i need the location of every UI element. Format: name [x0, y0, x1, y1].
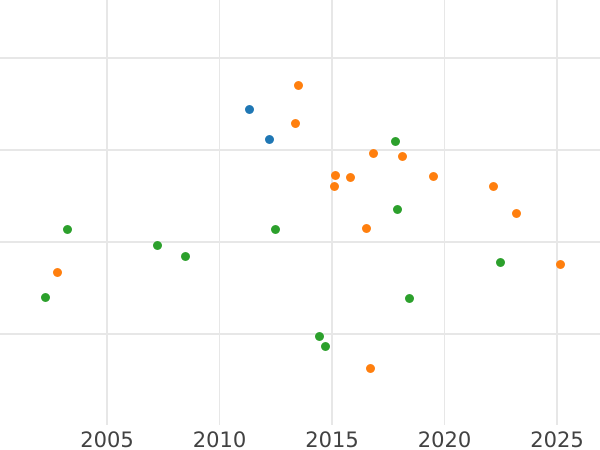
data-point-green	[404, 293, 414, 303]
data-point-orange	[488, 181, 498, 191]
data-point-orange	[293, 80, 303, 90]
vertical-gridline	[106, 0, 108, 425]
horizontal-gridline	[0, 57, 600, 59]
vertical-gridline	[556, 0, 558, 425]
x-tick-label: 2020	[417, 428, 472, 450]
data-point-orange	[368, 148, 378, 158]
data-point-orange	[52, 267, 62, 277]
x-tick-label: 2005	[80, 428, 134, 450]
plot-area	[0, 0, 600, 425]
data-point-green	[270, 224, 280, 234]
data-point-orange	[330, 170, 340, 180]
data-point-orange	[511, 208, 521, 218]
vertical-gridline	[331, 0, 333, 425]
data-point-orange	[290, 118, 300, 128]
data-point-orange	[361, 223, 371, 233]
x-tick-label: 2025	[530, 428, 584, 450]
data-point-green	[180, 251, 190, 261]
vertical-gridline	[218, 0, 221, 425]
data-point-orange	[555, 259, 565, 269]
data-point-blue	[244, 104, 254, 114]
data-point-green	[314, 331, 324, 341]
data-point-green	[495, 257, 505, 267]
data-point-blue	[264, 134, 274, 144]
data-point-green	[392, 204, 402, 214]
horizontal-gridline	[0, 149, 600, 151]
vertical-gridline	[443, 0, 446, 425]
data-point-orange	[365, 363, 375, 373]
data-point-orange	[428, 171, 438, 181]
data-point-green	[390, 136, 400, 146]
data-point-green	[62, 224, 72, 234]
horizontal-gridline	[0, 333, 600, 335]
data-point-green	[320, 341, 330, 351]
x-tick-label: 2015	[305, 428, 359, 450]
data-point-green	[40, 292, 50, 302]
x-tick-label: 2010	[192, 428, 247, 450]
horizontal-gridline	[0, 241, 600, 243]
data-point-orange	[329, 181, 339, 191]
data-point-orange	[345, 172, 355, 182]
data-point-green	[152, 240, 162, 250]
data-point-orange	[397, 151, 407, 161]
